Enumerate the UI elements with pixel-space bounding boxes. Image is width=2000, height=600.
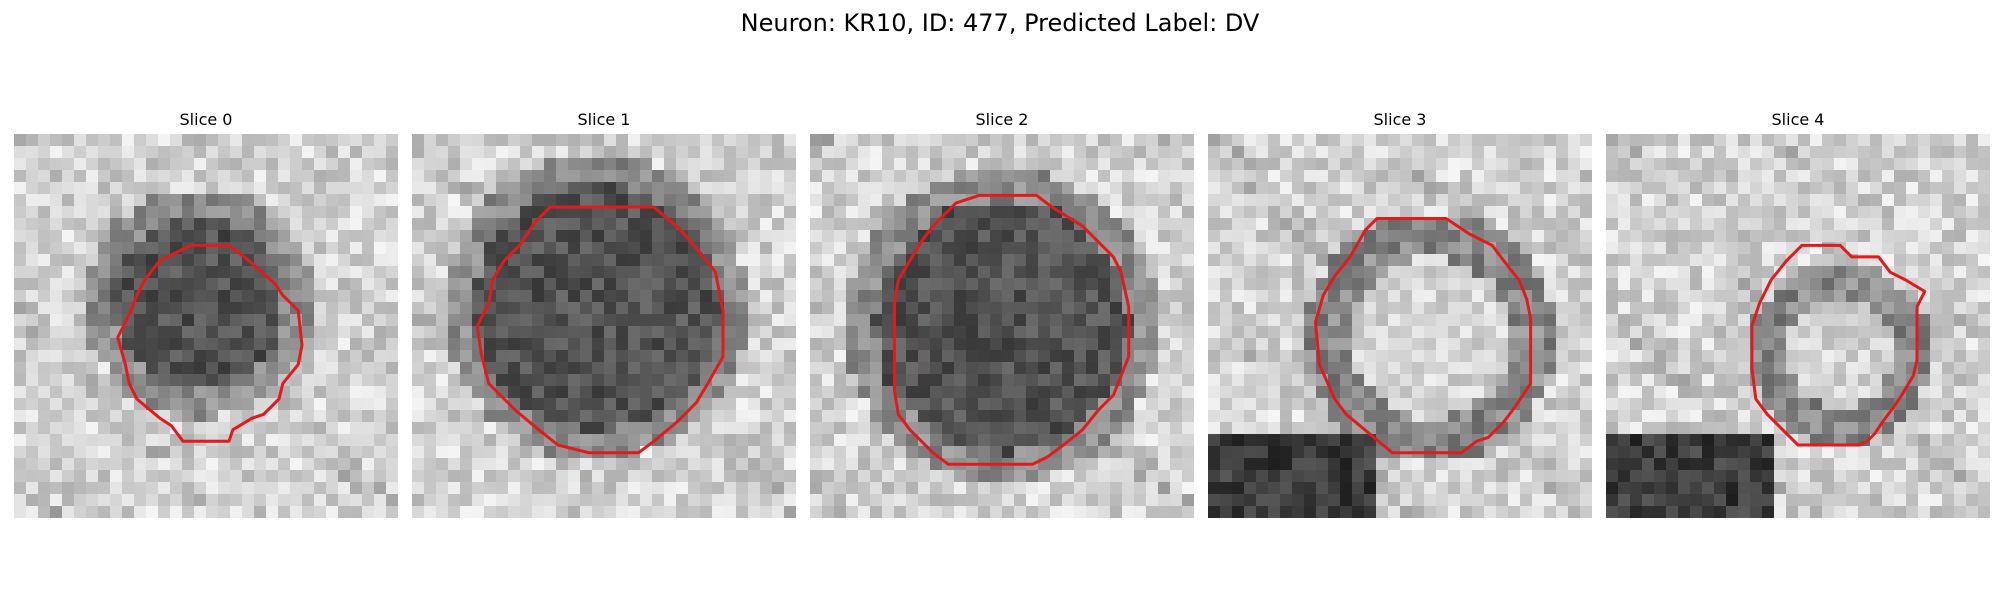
panel-title-slice-0: Slice 0	[179, 110, 233, 129]
panel-title-slice-1: Slice 1	[577, 110, 631, 129]
slice-image-2	[810, 134, 1194, 518]
contour-outline	[1314, 217, 1533, 455]
cell-contour-2	[893, 193, 1131, 466]
contour-outline	[893, 193, 1131, 466]
cell-contour-4	[1750, 243, 1927, 447]
slice-image-0	[14, 134, 398, 518]
cell-contour-3	[1314, 217, 1533, 455]
panel-title-slice-3: Slice 3	[1373, 110, 1427, 129]
panel-title-slice-4: Slice 4	[1771, 110, 1825, 129]
grayscale-slice-0	[14, 134, 398, 518]
contour-outline	[475, 205, 725, 455]
figure-title: Neuron: KR10, ID: 477, Predicted Label: …	[740, 9, 1260, 37]
cell-contour-0	[116, 243, 304, 443]
panel-title-slice-2: Slice 2	[975, 110, 1029, 129]
contour-outline	[116, 243, 304, 443]
cell-contour-1	[475, 205, 725, 455]
contour-outline	[1750, 243, 1927, 447]
slice-image-3	[1208, 134, 1592, 518]
grayscale-slice-4	[1606, 134, 1990, 518]
slice-image-4	[1606, 134, 1990, 518]
slice-image-1	[412, 134, 796, 518]
